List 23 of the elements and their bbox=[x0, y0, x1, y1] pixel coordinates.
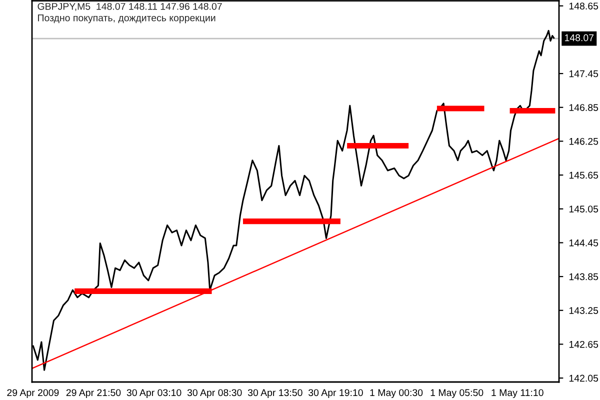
y-tick-label: 148.65 bbox=[569, 2, 598, 10]
text: Поздно покупать, дождитесь коррекции bbox=[38, 14, 216, 24]
x-tick-label: 30 Apr 13:50 bbox=[248, 389, 302, 398]
x-tick-label: 29 Apr 2009 bbox=[7, 389, 59, 398]
x-tick-label: 30 Apr 03:10 bbox=[126, 389, 182, 398]
y-tick-label: 144.45 bbox=[569, 240, 598, 246]
y-tick-label: 143.25 bbox=[569, 307, 598, 314]
chart-title: GBPJPY,M5 148.07 148.11 147.96 148.07 bbox=[38, 2, 222, 11]
y-tick-label: 145.05 bbox=[569, 206, 598, 212]
x-tick-label: 29 Apr 21:50 bbox=[66, 389, 121, 398]
y-tick-label: 142.05 bbox=[569, 374, 598, 382]
x-tick-label: 30 Apr 08:30 bbox=[187, 389, 242, 398]
x-tick-label: 1 May 00:30 bbox=[370, 389, 423, 398]
x-tick-label: 1 May 05:50 bbox=[430, 389, 484, 398]
x-tick-label: 1 May 11:10 bbox=[492, 389, 544, 398]
y-tick-label: 147.45 bbox=[569, 70, 598, 78]
y-tick-label: 146.25 bbox=[569, 138, 598, 145]
y-tick-label: 142.65 bbox=[569, 340, 598, 348]
x-tick-label: 30 Apr 19:10 bbox=[308, 389, 363, 398]
y-tick-label: 146.85 bbox=[569, 104, 598, 111]
y-tick-label: 143.85 bbox=[569, 273, 598, 280]
y-tick-label: 145.65 bbox=[569, 172, 598, 179]
ref-line-label: 148.07 bbox=[565, 34, 594, 42]
